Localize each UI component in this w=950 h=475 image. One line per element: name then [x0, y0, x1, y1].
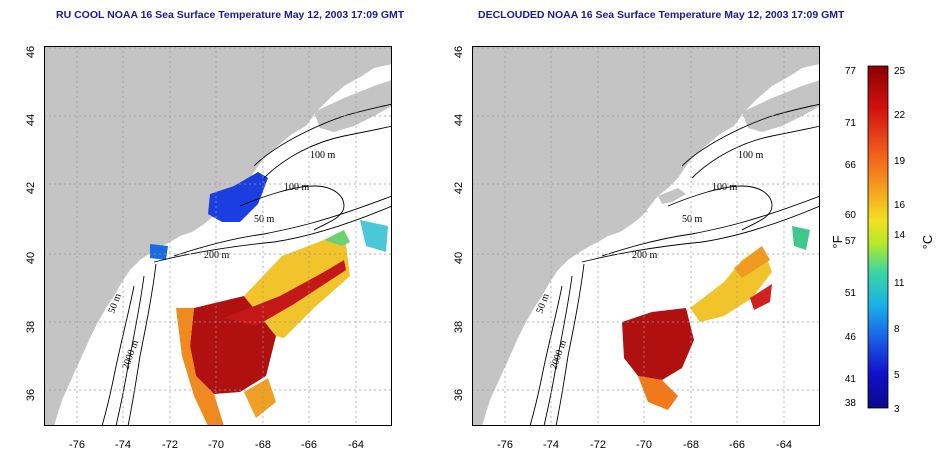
sst-patch-cyan-right — [360, 220, 388, 252]
sst-patch-orange — [176, 308, 224, 426]
lon-tick-label: -72 — [590, 439, 606, 451]
lat-tick-label: 44 — [453, 114, 465, 126]
land-mass — [44, 46, 392, 426]
contour-label: 50 m — [254, 214, 275, 225]
lat-tick-label: 38 — [453, 321, 465, 333]
nova-scotia — [742, 80, 820, 132]
lon-tick-label: -72 — [162, 439, 178, 451]
lat-labels-left: 36 38 40 42 44 46 — [25, 46, 37, 401]
fahrenheit-tick-label: 71 — [845, 118, 857, 129]
long-island — [154, 206, 220, 222]
sst-map-panel-right: 100 m 100 m 50 m 200 m 50 m 2000 m — [472, 46, 820, 426]
fahrenheit-tick-label: 38 — [845, 398, 857, 409]
fahrenheit-tick-label: 60 — [845, 210, 857, 221]
graticule — [44, 46, 392, 426]
celsius-tick-label: 5 — [894, 370, 900, 381]
sst-patch-orange-south — [244, 378, 276, 418]
celsius-ticks: 25 22 19 16 14 11 8 5 3 — [894, 66, 906, 415]
celsius-tick-label: 3 — [894, 404, 900, 415]
sst-patch-blue-small — [150, 244, 168, 260]
lon-labels-right: -76 -74 -72 -70 -68 -66 -64 — [497, 439, 792, 451]
sst-map-panel-left: 100 m 100 m 50 m 200 m 50 m 2000 m — [44, 46, 392, 426]
celsius-unit-label: °C — [920, 235, 935, 250]
lon-tick-label: -66 — [301, 439, 317, 451]
lon-tick-label: -76 — [497, 439, 513, 451]
sst-patch-orange-band — [734, 246, 770, 278]
graticule — [472, 46, 820, 426]
celsius-tick-label: 25 — [894, 66, 906, 77]
lat-tick-label: 46 — [453, 46, 465, 58]
lat-tick-label: 44 — [25, 114, 37, 126]
long-island — [582, 206, 648, 222]
sst-patch-green — [324, 230, 350, 246]
sst-patch-darkred-band — [224, 260, 346, 326]
lat-tick-label: 36 — [453, 389, 465, 401]
sst-map-right: 100 m 100 m 50 m 200 m 50 m 2000 m — [472, 46, 820, 426]
fahrenheit-unit-label: °F — [830, 235, 845, 248]
sst-patch-green-small — [792, 226, 810, 250]
lon-labels-left: -76 -74 -72 -70 -68 -66 -64 — [69, 439, 364, 451]
cape-cod — [658, 188, 686, 204]
fahrenheit-tick-label: 77 — [845, 66, 857, 77]
lon-tick-label: -74 — [115, 439, 131, 451]
lat-tick-label: 46 — [25, 46, 37, 58]
sst-patch-red — [622, 308, 694, 380]
lon-tick-label: -76 — [69, 439, 85, 451]
lat-tick-label: 42 — [25, 182, 37, 194]
lat-tick-label: 42 — [453, 182, 465, 194]
contour-label: 100 m — [284, 182, 310, 193]
celsius-tick-label: 19 — [894, 156, 906, 167]
colorbar-gradient — [867, 65, 889, 409]
celsius-tick-label: 16 — [894, 200, 906, 211]
lon-tick-label: -66 — [729, 439, 745, 451]
lat-labels-right: 36 38 40 42 44 46 — [453, 46, 465, 401]
map-title-left: RU COOL NOAA 16 Sea Surface Temperature … — [56, 9, 405, 21]
fahrenheit-tick-label: 57 — [845, 236, 857, 247]
lon-tick-label: -64 — [776, 439, 792, 451]
fahrenheit-tick-label: 51 — [845, 288, 857, 299]
lon-tick-label: -68 — [683, 439, 699, 451]
contour-label: 200 m — [632, 250, 658, 261]
fahrenheit-ticks: 77 71 66 60 57 51 46 41 38 — [845, 66, 857, 409]
contour-label: 100 m — [712, 182, 738, 193]
sst-patch-red-small — [750, 284, 772, 310]
nova-scotia — [314, 80, 392, 132]
celsius-tick-label: 11 — [894, 278, 905, 289]
lat-tick-label: 40 — [25, 252, 37, 264]
fahrenheit-tick-label: 66 — [845, 160, 857, 171]
contour-label: 100 m — [738, 150, 764, 161]
lat-tick-label: 38 — [25, 321, 37, 333]
lat-tick-label: 40 — [453, 252, 465, 264]
lon-tick-label: -70 — [636, 439, 652, 451]
contour-label: 200 m — [204, 250, 230, 261]
contour-label: 100 m — [310, 150, 336, 161]
sst-patch-orange-south — [638, 376, 678, 410]
sst-map-left: 100 m 100 m 50 m 200 m 50 m 2000 m — [44, 46, 392, 426]
contour-label: 50 m — [682, 214, 703, 225]
temperature-colorbar: 77 71 66 60 57 51 46 41 38 25 22 19 16 1… — [830, 65, 935, 415]
land-mass — [472, 46, 820, 426]
celsius-tick-label: 22 — [894, 110, 906, 121]
celsius-tick-label: 14 — [894, 230, 906, 241]
lon-tick-label: -70 — [208, 439, 224, 451]
lon-tick-label: -64 — [348, 439, 364, 451]
lon-tick-label: -68 — [255, 439, 271, 451]
fahrenheit-tick-label: 46 — [845, 332, 857, 343]
fahrenheit-tick-label: 41 — [845, 374, 857, 385]
lat-tick-label: 36 — [25, 389, 37, 401]
isobath-contours — [529, 103, 820, 426]
map-title-right: DECLOUDED NOAA 16 Sea Surface Temperatur… — [478, 9, 845, 21]
sst-patch-blue-gulf — [208, 172, 268, 222]
celsius-tick-label: 8 — [894, 324, 900, 335]
lon-tick-label: -74 — [543, 439, 559, 451]
